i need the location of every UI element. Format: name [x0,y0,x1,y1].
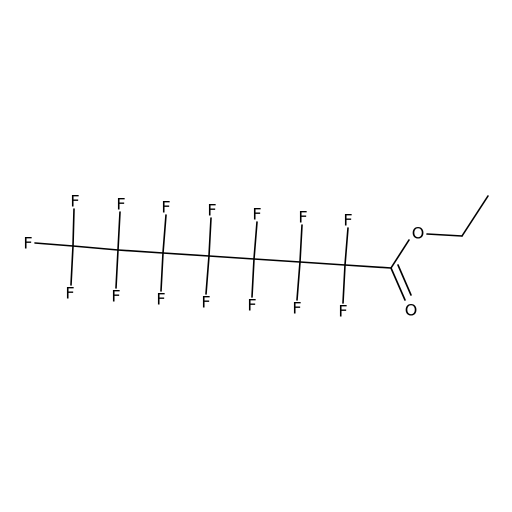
bond-c1-c2 [72,245,119,251]
bond-c8-o-ester [390,239,410,269]
bond-c4-c5 [208,255,255,260]
bond-c1-f-bottom [70,245,74,286]
bond-c7-f-bottom [342,264,346,304]
bond-c1-f-left [34,242,74,247]
bond-c2-f-top [117,211,121,251]
bond-c7-c8 [344,264,392,269]
atom-labels: F F F F F F F F F F F F F F F O O [23,192,424,321]
bond-o-ester-ch2 [426,233,463,237]
fluorine-atom-c2-bottom: F [111,287,120,306]
fluorine-atom-c1-left: F [23,234,32,253]
fluorine-atom-c7-bottom: F [338,302,347,321]
bond-c6-f-bottom [296,261,301,301]
bond-c8-o-carbonyl-1 [390,267,406,301]
fluorine-atom-c3-top: F [161,198,170,217]
bond-c3-c4 [162,252,210,257]
bond-c2-f-bottom [115,249,119,289]
carbon-backbone [72,195,489,301]
fluorine-atom-c7-top: F [343,211,352,230]
bond-c2-c3 [117,249,164,254]
bond-c3-f-top [162,214,167,254]
oxygen-atom-carbonyl: O [405,301,418,320]
bond-c4-f-top [208,217,212,257]
fluorine-atom-c4-top: F [207,201,216,220]
fluorine-atom-c5-bottom: F [247,296,256,315]
fluorine-atom-c6-top: F [298,208,307,227]
fluorine-atom-c1-bottom: F [65,284,74,303]
bond-c7-f-top [344,227,349,266]
fluorine-atom-c5-top: F [252,205,261,224]
bond-c5-f-bottom [251,258,255,298]
fluorine-atom-c4-bottom: F [201,293,210,312]
bond-c1-f-top [72,208,75,247]
bond-c5-f-top [253,221,258,260]
bond-c6-c7 [299,261,346,266]
bond-ch2-ch3 [461,195,489,237]
bond-c8-o-carbonyl-2 [397,264,412,296]
bond-c3-f-bottom [160,252,164,292]
fluorine-atom-c1-top: F [70,192,79,211]
bond-c4-f-bottom [205,255,210,295]
carbon-fluorine-bonds [34,208,349,304]
fluorine-atom-c3-bottom: F [156,290,165,309]
fluorine-atom-c6-bottom: F [292,299,301,318]
bond-c6-f-top [299,224,303,263]
oxygen-atom-ester: O [412,224,425,243]
fluorine-atom-c2-top: F [116,195,125,214]
bond-c5-c6 [253,258,301,263]
